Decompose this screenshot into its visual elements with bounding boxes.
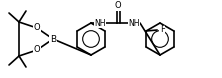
Text: O: O: [34, 45, 40, 55]
Text: O: O: [115, 1, 121, 11]
Text: NH: NH: [128, 18, 140, 28]
Text: O: O: [34, 23, 40, 33]
Text: NH: NH: [94, 18, 106, 28]
Text: F: F: [160, 26, 165, 34]
Text: B: B: [50, 34, 56, 44]
